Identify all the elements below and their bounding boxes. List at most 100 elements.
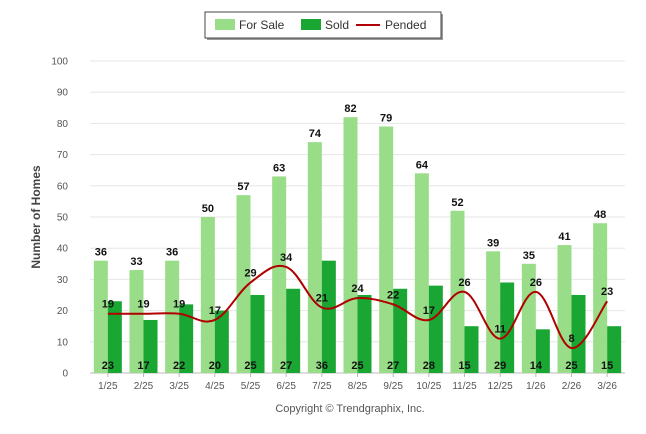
x-tick-label: 1/26	[526, 381, 546, 392]
y-tick-label: 40	[57, 244, 69, 255]
pended-value-label: 26	[458, 277, 470, 289]
bar-sold	[607, 326, 622, 373]
bar-for-sale	[521, 263, 536, 373]
bars	[93, 117, 622, 374]
sold-value-label: 25	[565, 360, 577, 372]
for-sale-value-label: 63	[273, 162, 285, 174]
pended-value-label: 11	[494, 324, 506, 336]
bar-for-sale	[450, 210, 465, 373]
bar-sold	[321, 260, 336, 373]
for-sale-value-label: 52	[451, 197, 463, 209]
for-sale-value-label: 36	[95, 247, 107, 259]
bar-sold	[214, 310, 229, 373]
legend-sold-swatch	[301, 19, 321, 30]
bar-sold	[571, 295, 586, 373]
bar-for-sale	[272, 176, 287, 373]
for-sale-value-label: 35	[523, 250, 535, 262]
x-tick-label: 2/26	[562, 381, 582, 392]
pended-value-label: 8	[568, 333, 574, 345]
x-tick-label: 1/25	[98, 381, 118, 392]
for-sale-value-label: 41	[558, 231, 570, 243]
sold-value-label: 15	[458, 360, 470, 372]
pended-value-label: 19	[137, 299, 149, 311]
x-tick-label: 2/25	[134, 381, 154, 392]
pended-value-label: 19	[102, 299, 114, 311]
y-tick-label: 10	[57, 337, 69, 348]
x-tick-label: 11/25	[452, 381, 477, 392]
for-sale-value-label: 82	[344, 103, 356, 115]
y-tick-label: 60	[57, 181, 69, 192]
legend-for-sale: For Sale	[215, 18, 285, 32]
for-sale-value-label: 57	[237, 181, 249, 193]
y-tick-label: 20	[57, 306, 69, 317]
for-sale-value-label: 64	[416, 159, 429, 171]
pended-value-label: 17	[209, 305, 221, 317]
y-tick-label: 0	[62, 369, 68, 380]
sold-value-label: 29	[494, 360, 506, 372]
pended-value-label: 17	[423, 305, 435, 317]
y-tick-label: 100	[51, 57, 68, 68]
x-tick-label: 8/25	[348, 381, 368, 392]
pended-value-label: 26	[530, 277, 542, 289]
value-labels: 36 23 33 17 36 22 50 20 57 25 63 27 74 36 82 25 79 27 64 28…	[95, 103, 614, 372]
copyright-text: Copyright © Trendgraphix, Inc.	[275, 403, 424, 415]
bar-sold	[107, 301, 122, 373]
sold-value-label: 36	[316, 360, 328, 372]
legend-pended-label: Pended	[385, 18, 426, 32]
for-sale-value-label: 48	[594, 209, 606, 221]
sold-value-label: 27	[387, 360, 399, 372]
bar-for-sale	[593, 223, 608, 373]
for-sale-value-label: 79	[380, 113, 392, 125]
x-tick-label: 4/25	[205, 381, 225, 392]
x-tick-label: 6/25	[276, 381, 296, 392]
bar-for-sale	[557, 245, 572, 373]
for-sale-value-label: 33	[130, 256, 142, 268]
bar-sold	[179, 304, 194, 373]
sold-value-label: 22	[173, 360, 185, 372]
y-tick-label: 30	[57, 275, 69, 286]
y-tick-label: 70	[57, 150, 69, 161]
bar-for-sale	[307, 142, 322, 373]
bar-sold	[286, 288, 301, 373]
x-tick-label: 7/25	[312, 381, 332, 392]
legend-box	[204, 11, 442, 39]
x-tick-label: 9/25	[383, 381, 403, 392]
legend-for-sale-swatch	[215, 19, 235, 30]
bar-sold	[500, 282, 515, 373]
pended-line	[107, 264, 608, 350]
pended-value-label: 21	[316, 292, 328, 304]
y-tick-label: 90	[57, 88, 69, 99]
bar-sold	[143, 319, 158, 373]
legend-sold-label: Sold	[325, 18, 349, 32]
bar-sold	[464, 326, 479, 373]
x-tick-label: 5/25	[241, 381, 261, 392]
sold-value-label: 17	[137, 360, 149, 372]
x-tick-label: 3/26	[597, 381, 617, 392]
x-tick-label: 3/25	[169, 381, 189, 392]
legend-for-sale-label: For Sale	[239, 18, 285, 32]
pended-value-label: 29	[244, 268, 256, 280]
y-tick-label: 80	[57, 119, 69, 130]
y-axis-label: Number of Homes	[29, 165, 43, 269]
sold-value-label: 15	[601, 360, 613, 372]
x-tick-label: 12/25	[488, 381, 513, 392]
sold-value-label: 23	[102, 360, 114, 372]
y-tick-label: 50	[57, 213, 69, 224]
sold-value-label: 14	[530, 360, 543, 372]
sold-value-label: 20	[209, 360, 221, 372]
bar-for-sale	[414, 173, 429, 373]
bar-for-sale	[200, 217, 215, 373]
pended-value-label: 34	[280, 252, 293, 264]
sold-value-label: 28	[423, 360, 435, 372]
bar-for-sale	[236, 195, 251, 373]
for-sale-value-label: 39	[487, 237, 499, 249]
bar-sold	[250, 295, 265, 373]
bar-for-sale	[129, 270, 144, 373]
pended-value-label: 19	[173, 299, 185, 311]
bar-sold	[357, 295, 372, 373]
bar-sold	[535, 329, 550, 373]
for-sale-value-label: 36	[166, 247, 178, 259]
legend: For Sale Sold Pended	[204, 11, 443, 40]
